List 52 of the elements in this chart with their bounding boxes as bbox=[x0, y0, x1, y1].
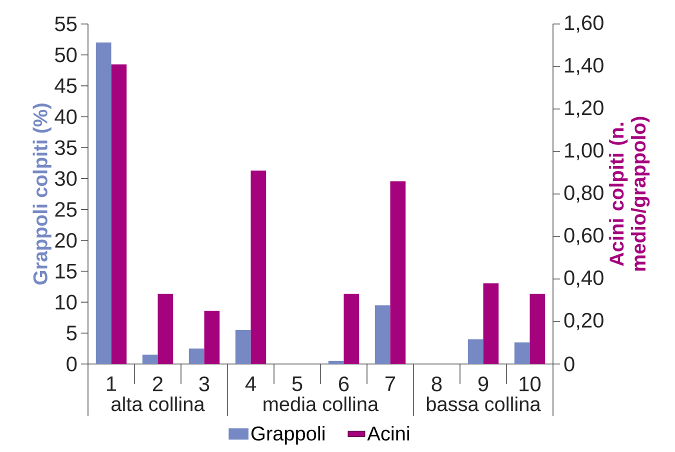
bar bbox=[514, 342, 530, 364]
bar bbox=[468, 339, 484, 364]
bar bbox=[204, 310, 220, 364]
x-tick-label: 5 bbox=[292, 376, 302, 392]
x-tick-label: 3 bbox=[199, 376, 210, 392]
y2-tick-label: 0 bbox=[564, 356, 574, 372]
y-tick-label: 15 bbox=[56, 264, 77, 279]
x-tick-label: 4 bbox=[245, 376, 256, 391]
legend-label: Grappoli bbox=[251, 426, 324, 445]
y-tick-label: 10 bbox=[56, 294, 77, 310]
y2-axis-title: Acini colpiti (n. medio/grappolo) bbox=[609, 116, 650, 271]
y2-tick-label: 1,20 bbox=[565, 100, 604, 118]
y-tick-label: 55 bbox=[55, 16, 77, 32]
bar bbox=[344, 294, 360, 364]
x-tick-label: 1 bbox=[107, 376, 116, 391]
text: alta collina bbox=[112, 396, 205, 412]
bar bbox=[530, 294, 546, 364]
text: media collina bbox=[264, 396, 379, 412]
x-tick-label: 7 bbox=[386, 376, 396, 391]
legend-label: Acini bbox=[367, 426, 410, 441]
y-tick-label: 50 bbox=[55, 48, 77, 62]
y-tick-label: 30 bbox=[55, 171, 77, 186]
x-tick-label: 8 bbox=[432, 376, 442, 392]
y2-tick-label: 0,20 bbox=[564, 312, 604, 330]
bar bbox=[235, 330, 251, 364]
y2-tick-label: 0,80 bbox=[564, 185, 604, 203]
bar bbox=[483, 283, 499, 364]
y2-tick-label: 0,40 bbox=[564, 270, 604, 288]
y-tick-label: 5 bbox=[66, 326, 77, 340]
x-tick-label: 9 bbox=[478, 376, 488, 392]
y-tick-label: 0 bbox=[66, 356, 77, 372]
y-tick-label: 40 bbox=[54, 109, 77, 124]
bar bbox=[142, 354, 158, 364]
bar bbox=[188, 348, 204, 364]
y-tick-label: 45 bbox=[54, 78, 77, 94]
y2-tick-label: 1,40 bbox=[565, 58, 604, 76]
y-tick-label: 35 bbox=[55, 140, 77, 156]
y-tick-label: 25 bbox=[55, 202, 77, 217]
bar bbox=[158, 294, 174, 364]
x-tick-label: 2 bbox=[152, 376, 163, 392]
bar bbox=[328, 360, 344, 364]
x-tick-label: 6 bbox=[338, 376, 349, 392]
bar bbox=[374, 305, 390, 364]
y2-tick-label: 1,60 bbox=[565, 15, 604, 33]
y-axis-title: Grappoli colpiti (%) bbox=[32, 104, 52, 285]
x-tick-label: 10 bbox=[520, 376, 541, 392]
bar bbox=[390, 181, 406, 364]
y2-tick-label: 0,60 bbox=[564, 228, 604, 246]
y2-tick-label: 1,00 bbox=[565, 142, 604, 160]
y-tick-label: 20 bbox=[55, 232, 77, 248]
text: bassa collina bbox=[426, 396, 541, 412]
bar bbox=[250, 170, 266, 364]
